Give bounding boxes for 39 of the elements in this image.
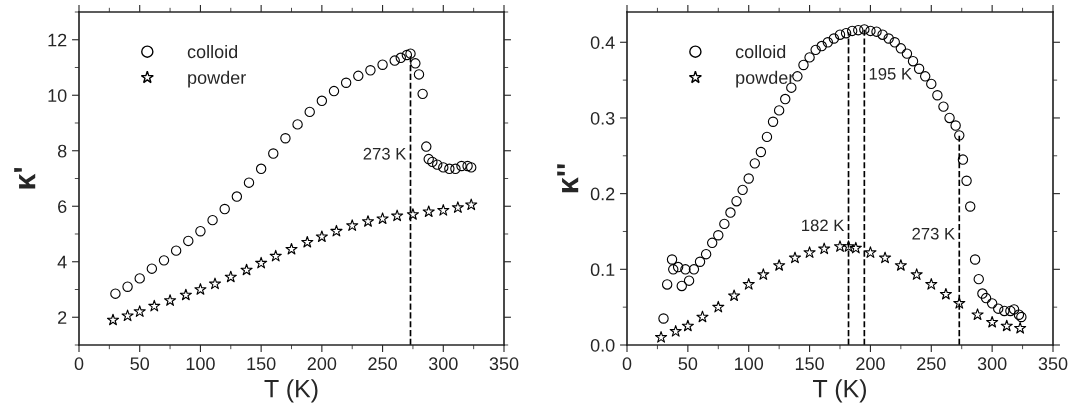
legend-label: powder — [736, 70, 795, 88]
x-tick-label: 150 — [247, 357, 276, 371]
legend-label: colloid — [187, 44, 238, 59]
x-tick-label: 150 — [795, 357, 824, 371]
x-tick-label: 0 — [622, 357, 632, 371]
x-axis-title: T (K) — [813, 379, 866, 403]
y-tick-label: 0.3 — [590, 111, 615, 125]
x-tick-label: 350 — [1038, 357, 1068, 371]
y-tick-label: 6 — [58, 200, 67, 213]
x-tick-label: 200 — [856, 357, 885, 371]
ref-line-label: 273 K — [363, 147, 407, 160]
y-axis-title: κ'' — [557, 164, 579, 193]
y-tick-label: 0.1 — [590, 263, 615, 277]
x-tick-label: 200 — [307, 357, 337, 371]
x-tick-label: 250 — [368, 357, 397, 371]
y-tick-label: 0.2 — [590, 187, 615, 201]
y-tick-label: 10 — [48, 89, 67, 102]
y-tick-label: 12 — [48, 33, 67, 47]
ref-line-label: 195 K — [869, 67, 912, 80]
x-tick-label: 300 — [428, 357, 458, 371]
y-tick-label: 8 — [57, 144, 67, 158]
legend-label: colloid — [735, 44, 786, 59]
y-tick-label: 0.4 — [590, 36, 615, 49]
x-tick-label: 50 — [130, 357, 150, 371]
legend-label: powder — [188, 70, 246, 88]
ref-line-label: 182 K — [802, 219, 845, 232]
x-axis-title: T (K) — [264, 379, 318, 403]
x-tick-label: 0 — [74, 357, 84, 371]
x-tick-label: 350 — [489, 357, 519, 371]
x-tick-label: 100 — [735, 357, 764, 371]
y-axis-title: κ' — [14, 167, 36, 189]
ref-line-label: 273 K — [912, 227, 955, 240]
y-tick-label: 0.0 — [590, 338, 615, 352]
x-tick-label: 50 — [678, 357, 698, 371]
x-tick-label: 100 — [186, 357, 215, 371]
x-tick-label: 300 — [977, 357, 1007, 371]
y-tick-label: 2 — [58, 311, 67, 324]
x-tick-label: 250 — [917, 357, 946, 371]
y-tick-label: 4 — [57, 255, 67, 269]
